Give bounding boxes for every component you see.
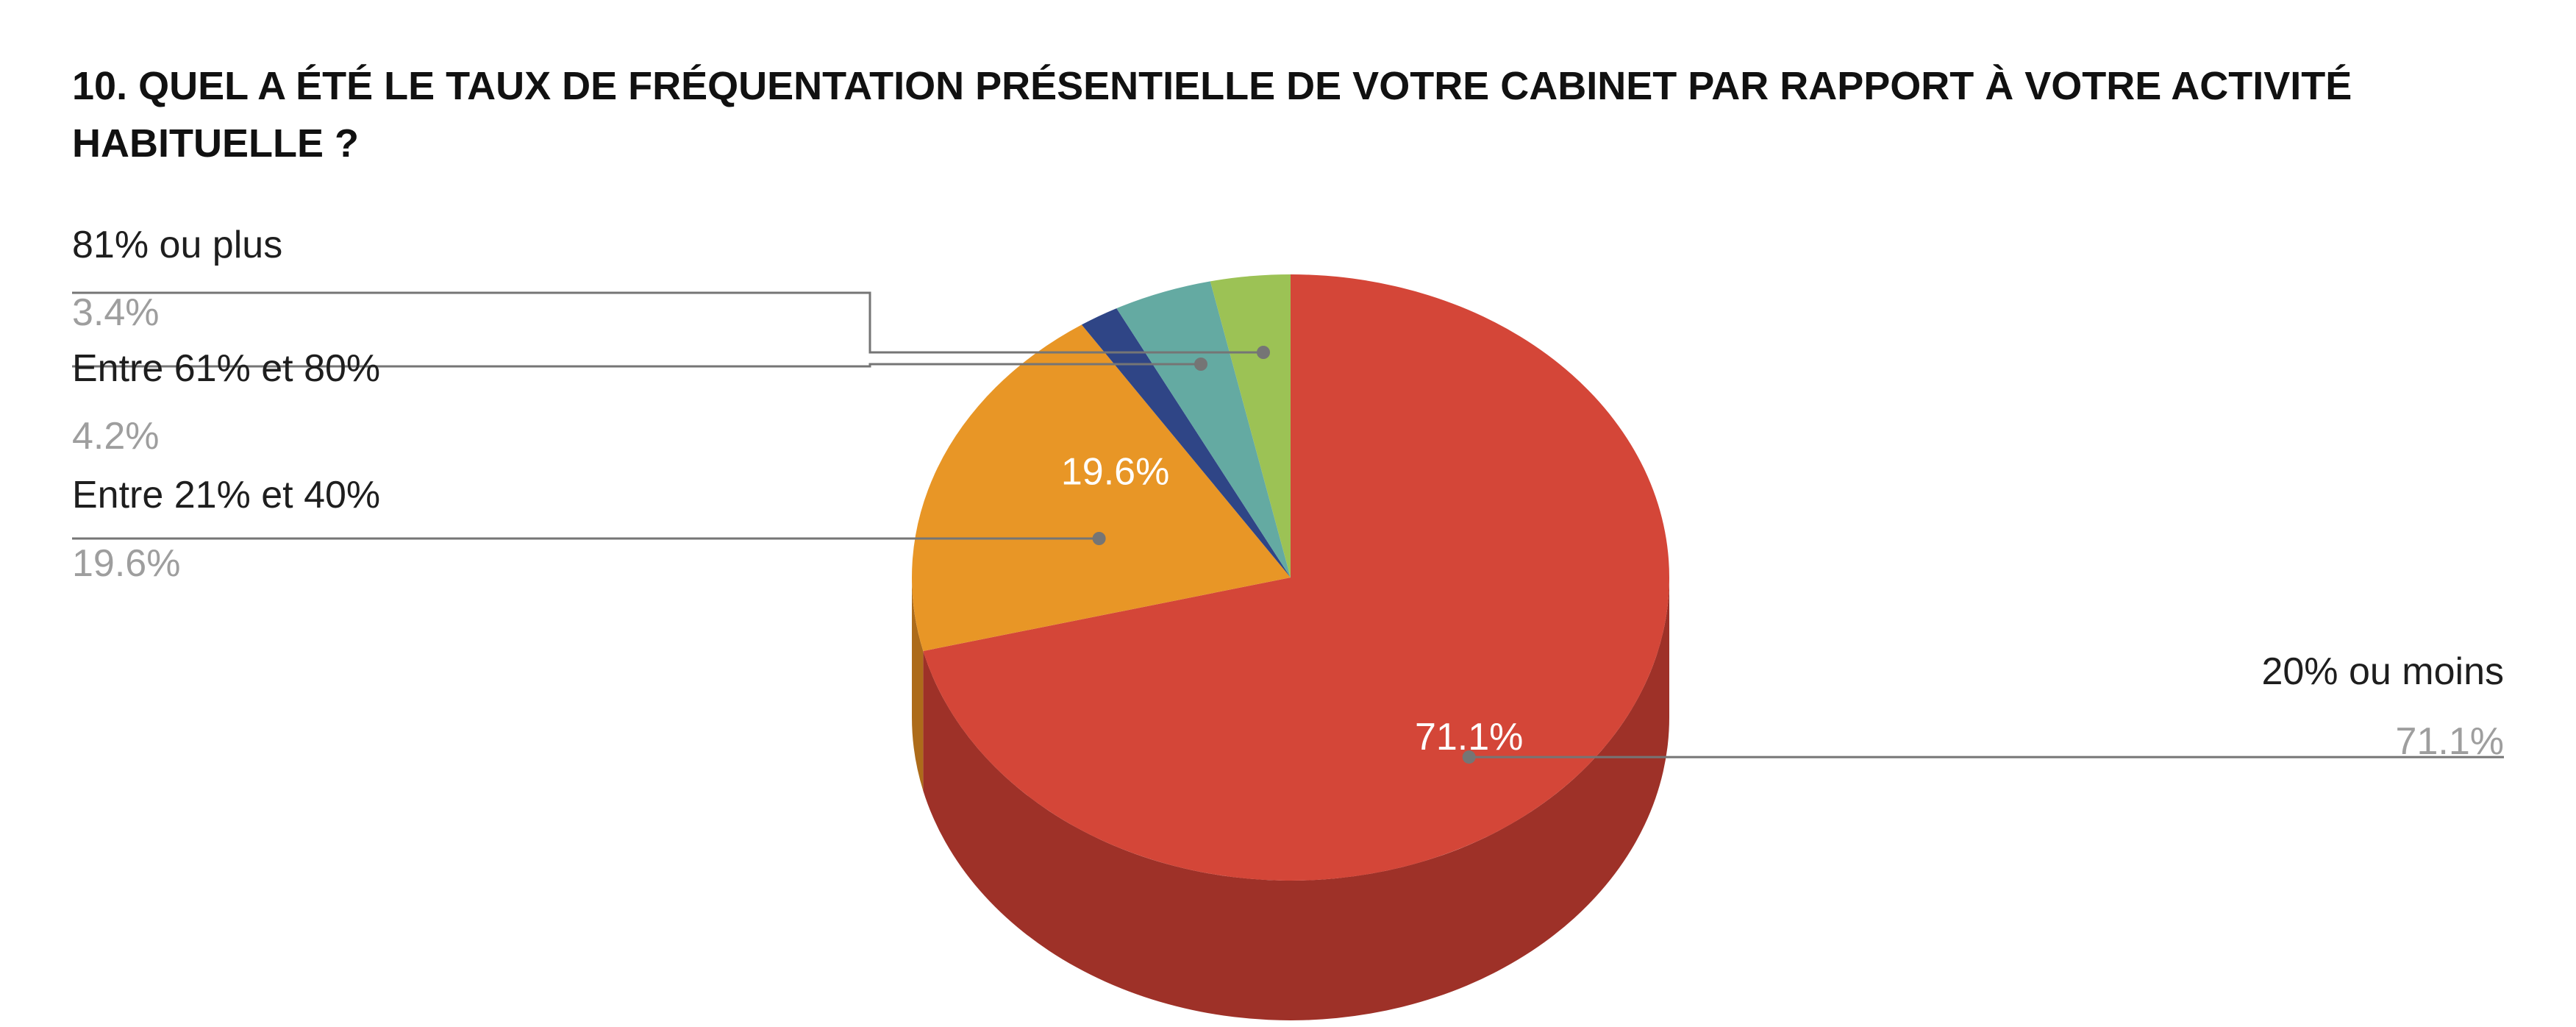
pie-slice-20pct-ou-moins: [923, 274, 1670, 881]
pie-slice-81pct-ou-plus: [1210, 274, 1291, 578]
leader-dot-20pct-ou-moins: [1462, 750, 1476, 764]
pie-side-20pct-ou-moins: [923, 578, 1669, 1021]
leader-dot-entre-61pct-et-80pct: [1194, 358, 1207, 371]
value-20pct-ou-moins: 71.1%: [2396, 720, 2504, 763]
label-entre-61pct-et-80pct: Entre 61% et 80%: [72, 347, 380, 390]
value-entre-21pct-et-40pct: 19.6%: [72, 542, 180, 585]
inside-label-entre-21pct-et-40pct: 19.6%: [1061, 450, 1169, 493]
leader-dot-entre-21pct-et-40pct: [1092, 532, 1106, 545]
leader-dot-81pct-ou-plus: [1257, 346, 1270, 359]
pie-slice-entre-21pct-et-40pct: [911, 324, 1291, 651]
inside-label-20pct-ou-moins: 71.1%: [1415, 716, 1523, 758]
leader-line-81pct-ou-plus: [72, 291, 1263, 354]
label-entre-21pct-et-40pct: Entre 21% et 40%: [72, 474, 380, 516]
label-20pct-ou-moins: 20% ou moins: [2261, 650, 2504, 693]
pie-slice-entre-61pct-et-80pct: [1116, 281, 1291, 578]
label-81pct-ou-plus: 81% ou plus: [72, 224, 282, 266]
value-entre-61pct-et-80pct: 4.2%: [72, 415, 160, 458]
pie-side-entre-21pct-et-40pct: [912, 578, 924, 791]
chart-title: 10. QUEL A ÉTÉ LE TAUX DE FRÉQUENTATION …: [72, 64, 2352, 166]
value-81pct-ou-plus: 3.4%: [72, 291, 160, 334]
leader-line-entre-61pct-et-80pct: [72, 363, 1201, 368]
pie-slice-slice-2: [1081, 308, 1291, 578]
